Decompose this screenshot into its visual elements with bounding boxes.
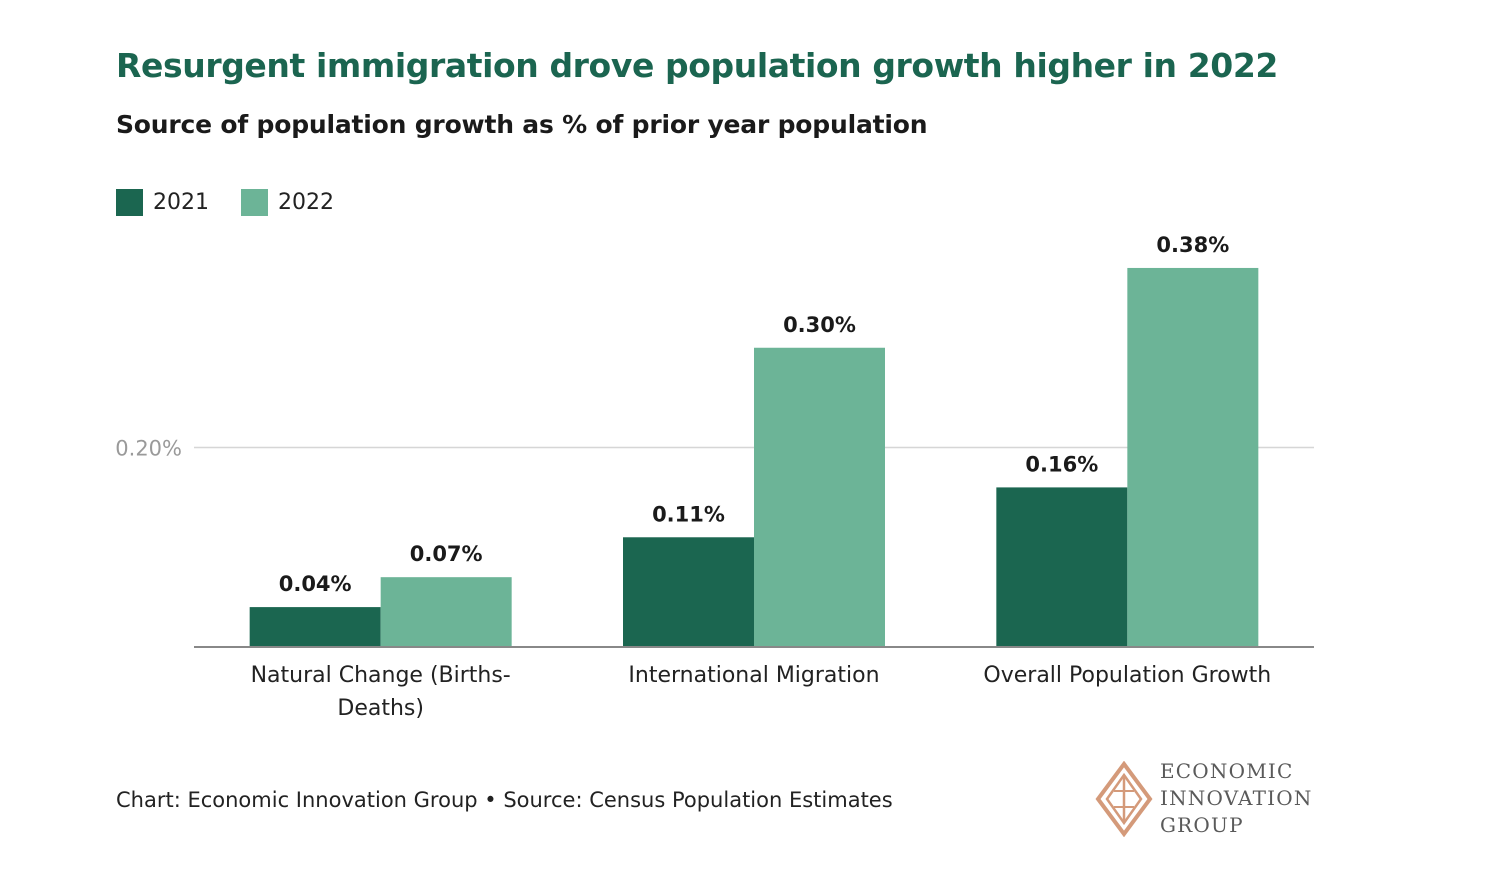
legend-swatch-2021 (116, 189, 143, 216)
diamond-logo-icon (1095, 760, 1153, 837)
logo-line-innovation: INNOVATION (1160, 786, 1313, 810)
y-tick-label-0: 0.20% (115, 437, 182, 461)
legend-item-2021: 2021 (116, 189, 209, 216)
legend: 2021 2022 (116, 189, 366, 216)
legend-label-2022: 2022 (278, 190, 334, 215)
legend-label-2021: 2021 (153, 190, 209, 215)
bar-2021-2 (996, 487, 1128, 647)
chart-credit: Chart: Economic Innovation Group • Sourc… (116, 788, 893, 812)
data-label-2021-2: 0.16% (1025, 452, 1098, 476)
bar-2022-0 (380, 577, 512, 647)
bar-2021-1 (623, 537, 754, 647)
bar-2022-2 (1127, 267, 1259, 647)
logo-wordmark: ECONOMIC INNOVATION GROUP (1160, 758, 1313, 839)
data-label-2022-0: 0.07% (410, 542, 483, 566)
bar-2021-0 (249, 607, 381, 647)
x-category-label-2-0: Overall Population Growth (983, 663, 1271, 688)
data-label-2021-0: 0.04% (279, 572, 352, 596)
x-category-label-0-0: Natural Change (Births- (251, 663, 511, 688)
x-category-label-1-0: International Migration (628, 663, 879, 688)
chart-subtitle: Source of population growth as % of prio… (116, 110, 928, 139)
logo-line-economic: ECONOMIC (1160, 759, 1294, 783)
legend-swatch-2022 (241, 189, 268, 216)
chart-title: Resurgent immigration drove population g… (116, 46, 1278, 85)
bar-2022-1 (754, 347, 885, 647)
legend-item-2022: 2022 (241, 189, 334, 216)
data-label-2022-1: 0.30% (783, 313, 856, 337)
eig-logo: ECONOMIC INNOVATION GROUP (1095, 758, 1313, 839)
data-label-2021-1: 0.11% (652, 502, 725, 526)
bar-chart: 0.20% 0.04% 0.07% Natural Change (Births- De… (115, 233, 1314, 721)
logo-line-group: GROUP (1160, 813, 1244, 837)
data-label-2022-2: 0.38% (1156, 233, 1229, 257)
x-category-label-0-1: Deaths) (337, 696, 424, 721)
